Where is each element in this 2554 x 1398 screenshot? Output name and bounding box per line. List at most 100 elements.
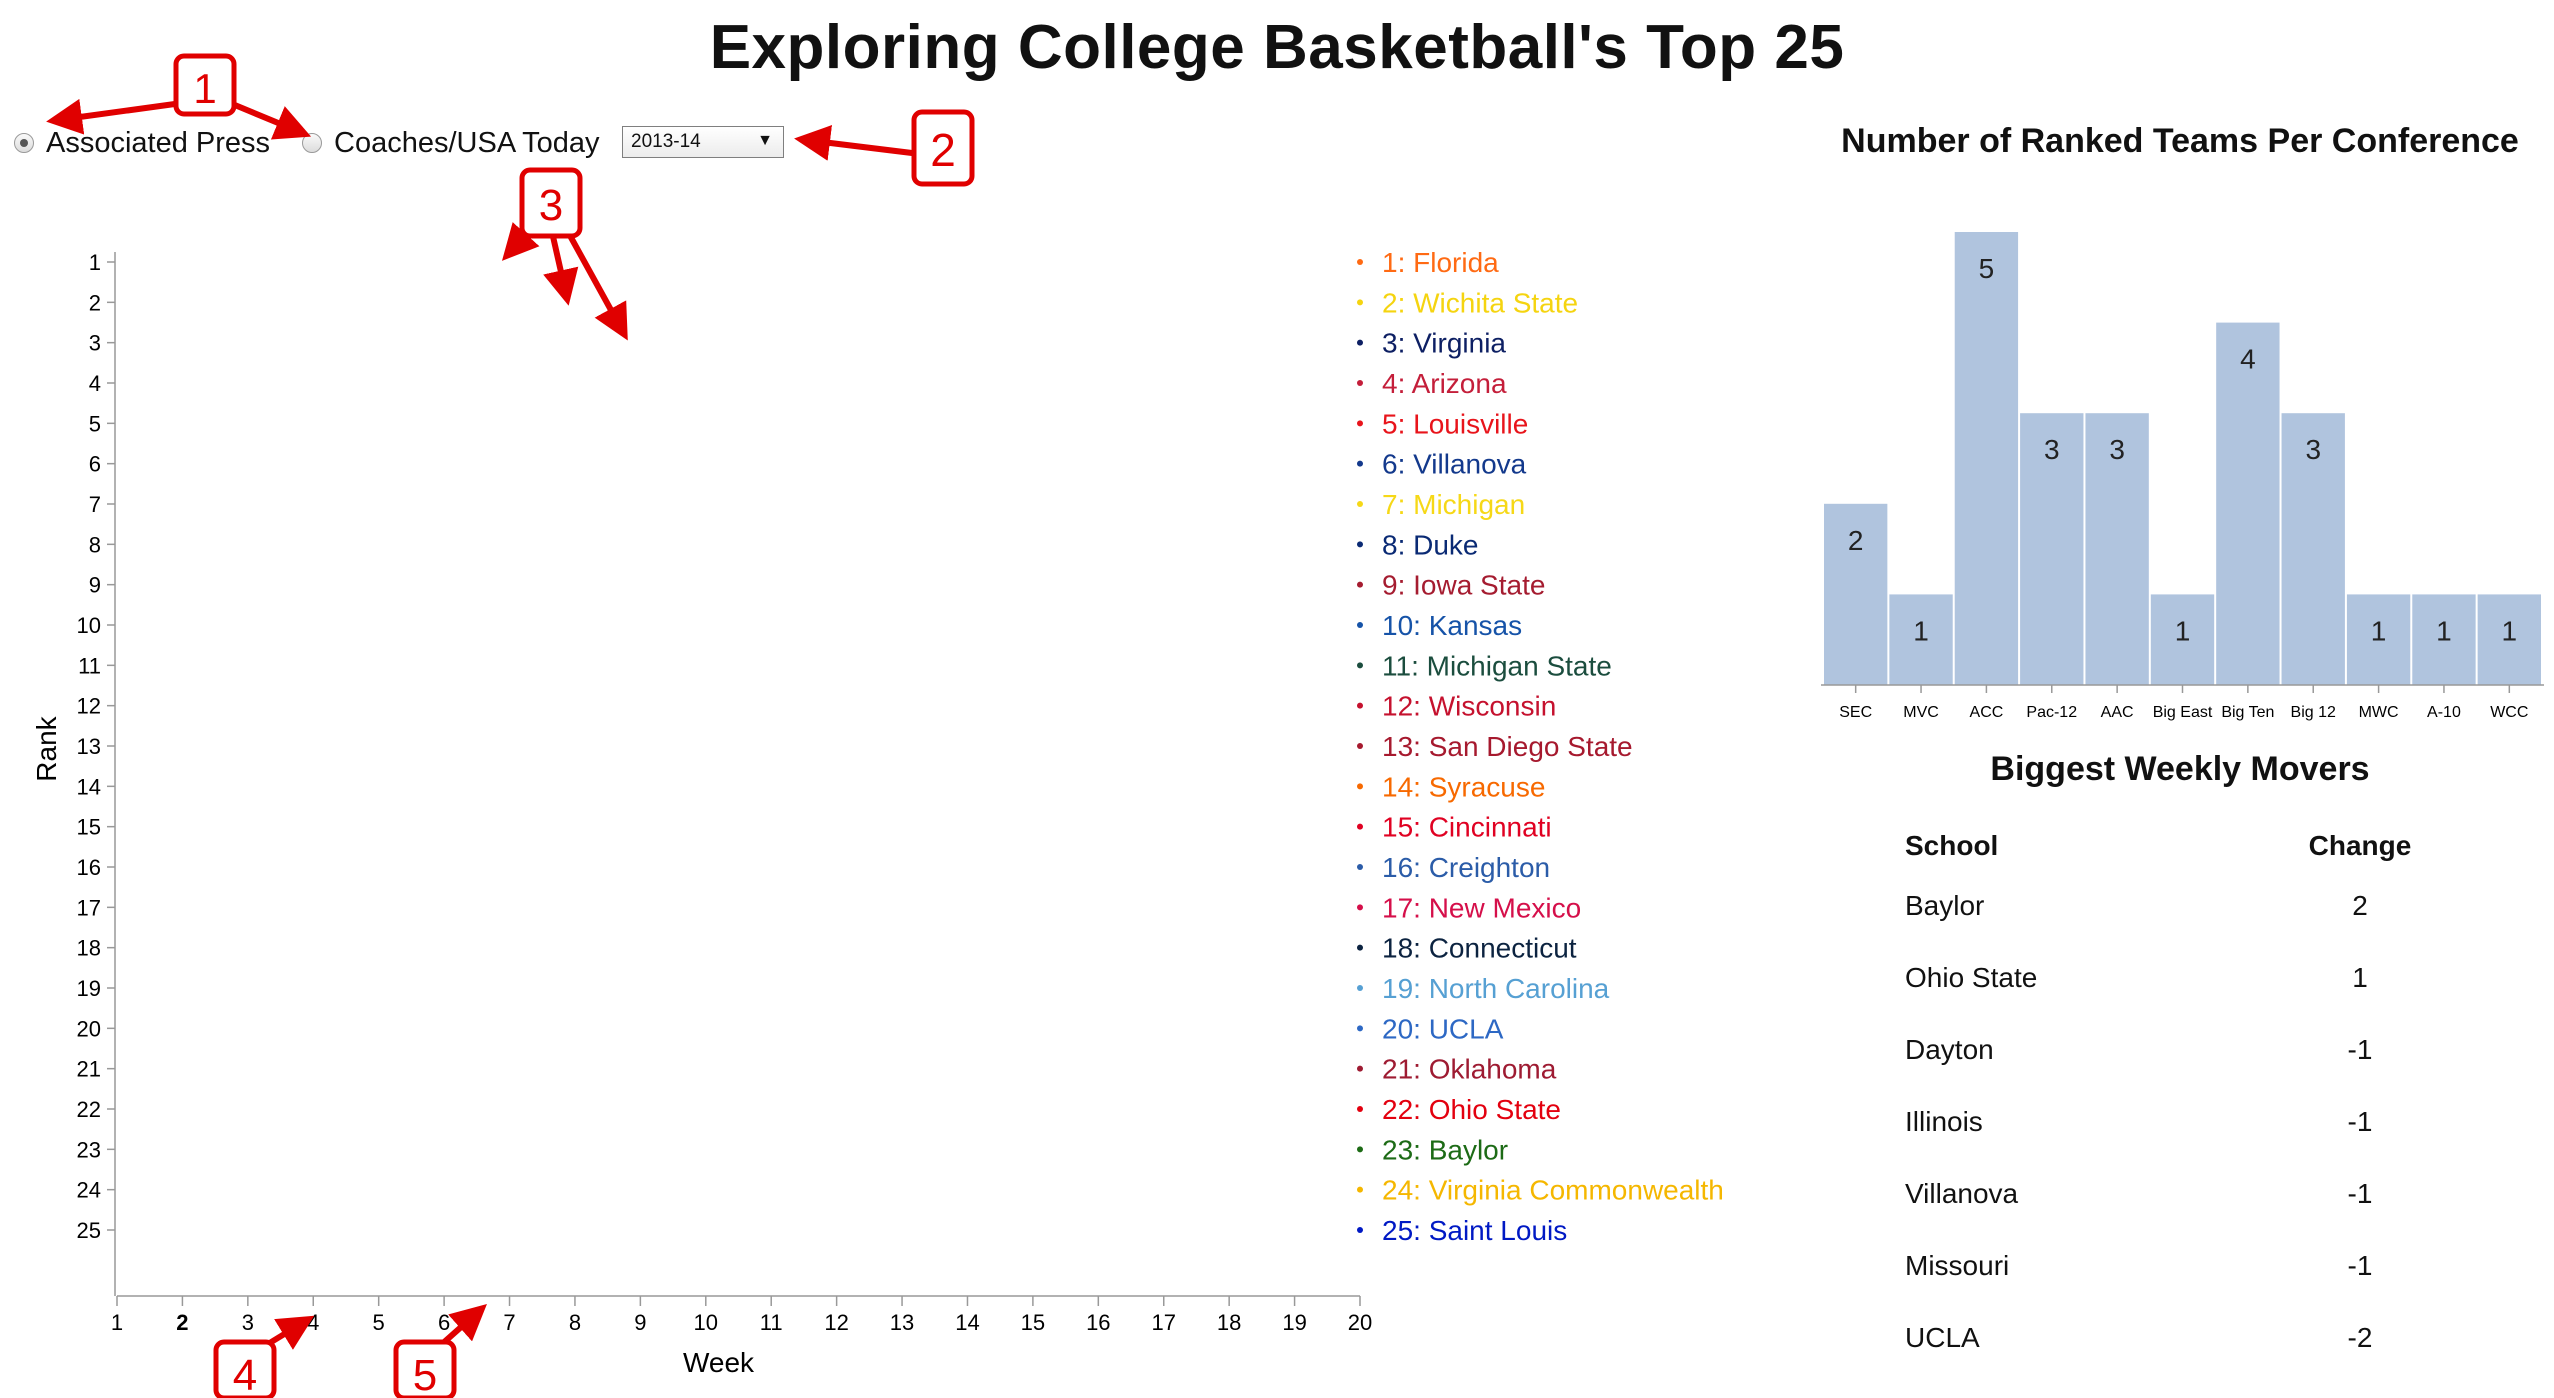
x-tick-label[interactable]: 12 — [824, 1310, 848, 1335]
series-label[interactable]: 16: Creighton — [1382, 852, 1550, 883]
series-point[interactable] — [1357, 1065, 1363, 1072]
series-point[interactable] — [1357, 380, 1363, 386]
series-label[interactable]: 13: San Diego State — [1382, 731, 1633, 762]
series-point[interactable] — [1357, 339, 1363, 346]
series-label[interactable]: 5: Louisville — [1382, 408, 1528, 439]
series-point[interactable] — [1357, 581, 1363, 588]
series-label[interactable]: 22: Ohio State — [1382, 1094, 1561, 1125]
x-tick-label[interactable]: 9 — [634, 1310, 646, 1335]
x-tick-label[interactable]: 8 — [569, 1310, 581, 1335]
series-label[interactable]: 19: North Carolina — [1382, 973, 1610, 1004]
x-tick-label[interactable]: 2 — [176, 1310, 188, 1335]
x-tick-label[interactable]: 11 — [760, 1310, 783, 1335]
movers-header-change: Change — [2308, 830, 2412, 861]
series-label[interactable]: 10: Kansas — [1382, 610, 1522, 641]
y-tick-label: 13 — [77, 734, 101, 759]
bar[interactable] — [2346, 594, 2411, 685]
series-label[interactable]: 15: Cincinnati — [1382, 812, 1552, 843]
x-tick-label[interactable]: 1 — [111, 1310, 123, 1335]
callout-label-2: 2 — [930, 124, 956, 176]
series-label[interactable]: 6: Villanova — [1382, 449, 1527, 480]
series-label[interactable]: 20: UCLA — [1382, 1013, 1504, 1044]
bar[interactable] — [2477, 594, 2541, 685]
movers-row: Illinois -1 — [1905, 1086, 2485, 1158]
series-point[interactable] — [1357, 420, 1363, 427]
x-tick-label[interactable]: 19 — [1282, 1310, 1306, 1335]
x-tick-label[interactable]: 18 — [1217, 1310, 1241, 1335]
conference-chart-title: Number of Ranked Teams Per Conference — [1841, 122, 2519, 160]
series-label[interactable]: 11: Michigan State — [1382, 650, 1612, 681]
x-tick-label[interactable]: 6 — [438, 1310, 450, 1335]
movers-change: 2 — [2352, 890, 2368, 921]
bar[interactable] — [2020, 413, 2084, 685]
movers-school: UCLA — [1905, 1322, 1980, 1353]
series-label[interactable]: 21: Oklahoma — [1382, 1054, 1557, 1085]
series-point[interactable] — [1357, 1106, 1363, 1112]
poll-option-coaches[interactable]: Coaches/USA Today — [302, 127, 600, 160]
series-point[interactable] — [1357, 622, 1363, 628]
series-point[interactable] — [1357, 702, 1363, 709]
series-label[interactable]: 12: Wisconsin — [1382, 691, 1556, 722]
x-tick-label[interactable]: 15 — [1021, 1310, 1045, 1335]
series-label[interactable]: 14: Syracuse — [1382, 771, 1545, 802]
x-tick-label[interactable]: 3 — [242, 1310, 254, 1335]
series-point[interactable] — [1357, 1227, 1363, 1233]
movers-school: Ohio State — [1905, 962, 2038, 993]
bar[interactable] — [2412, 594, 2476, 685]
x-tick-label[interactable]: 16 — [1086, 1310, 1110, 1335]
series-point[interactable] — [1357, 259, 1363, 265]
series-point[interactable] — [1357, 1186, 1363, 1193]
series-point[interactable] — [1357, 460, 1363, 467]
series-point[interactable] — [1357, 864, 1363, 870]
radio-coaches[interactable] — [302, 133, 323, 153]
x-tick-label[interactable]: 10 — [694, 1310, 718, 1335]
series-point[interactable] — [1357, 743, 1363, 749]
x-tick-label[interactable]: 4 — [307, 1310, 319, 1335]
series-point[interactable] — [1357, 783, 1363, 790]
series-label[interactable]: 8: Duke — [1382, 529, 1479, 560]
movers-school: Baylor — [1905, 890, 1985, 921]
series-point[interactable] — [1357, 1025, 1363, 1032]
series-point[interactable] — [1357, 823, 1363, 830]
series-label[interactable]: 9: Iowa State — [1382, 570, 1545, 601]
bar[interactable] — [1889, 594, 1953, 685]
series-label[interactable]: 18: Connecticut — [1382, 933, 1577, 964]
bar-category-label: AAC — [2101, 704, 2134, 721]
season-select[interactable]: 2013-14 ▼ — [622, 126, 784, 158]
bar[interactable] — [2085, 413, 2149, 685]
series-point[interactable] — [1357, 662, 1363, 669]
series-label[interactable]: 4: Arizona — [1382, 368, 1507, 399]
x-tick-label[interactable]: 7 — [503, 1310, 515, 1335]
series-point[interactable] — [1357, 501, 1363, 507]
x-tick-label[interactable]: 20 — [1348, 1310, 1372, 1335]
x-tick-label[interactable]: 14 — [955, 1310, 979, 1335]
series-point[interactable] — [1357, 541, 1363, 548]
x-tick-label[interactable]: 5 — [373, 1310, 385, 1335]
series-point[interactable] — [1357, 904, 1363, 911]
poll-option-ap[interactable]: Associated Press — [14, 127, 270, 160]
series-label[interactable]: 1: Florida — [1382, 247, 1499, 278]
series-label[interactable]: 23: Baylor — [1382, 1134, 1508, 1165]
bar[interactable] — [2216, 322, 2280, 685]
x-tick-label[interactable]: 13 — [890, 1310, 914, 1335]
series-label[interactable]: 3: Virginia — [1382, 328, 1506, 359]
page-title: Exploring College Basketball's Top 25 — [709, 13, 1845, 82]
bar[interactable] — [1824, 503, 1888, 685]
radio-ap[interactable] — [14, 133, 34, 153]
series-label[interactable]: 17: New Mexico — [1382, 892, 1581, 923]
x-tick-label[interactable]: 17 — [1151, 1310, 1175, 1335]
y-tick-label: 10 — [77, 613, 101, 638]
series-label[interactable]: 25: Saint Louis — [1382, 1215, 1567, 1246]
series-label[interactable]: 2: Wichita State — [1382, 287, 1578, 318]
series-point[interactable] — [1357, 944, 1363, 951]
bar[interactable] — [2150, 594, 2215, 685]
series-label[interactable]: 7: Michigan — [1382, 489, 1525, 520]
series-point[interactable] — [1357, 299, 1363, 306]
series-point[interactable] — [1357, 985, 1363, 991]
bar[interactable] — [1954, 232, 2019, 685]
bar[interactable] — [2281, 413, 2345, 685]
y-tick-label: 19 — [77, 976, 101, 1001]
series-label[interactable]: 24: Virginia Commonwealth — [1382, 1175, 1724, 1206]
y-tick-label: 2 — [89, 290, 101, 315]
series-point[interactable] — [1357, 1146, 1363, 1153]
